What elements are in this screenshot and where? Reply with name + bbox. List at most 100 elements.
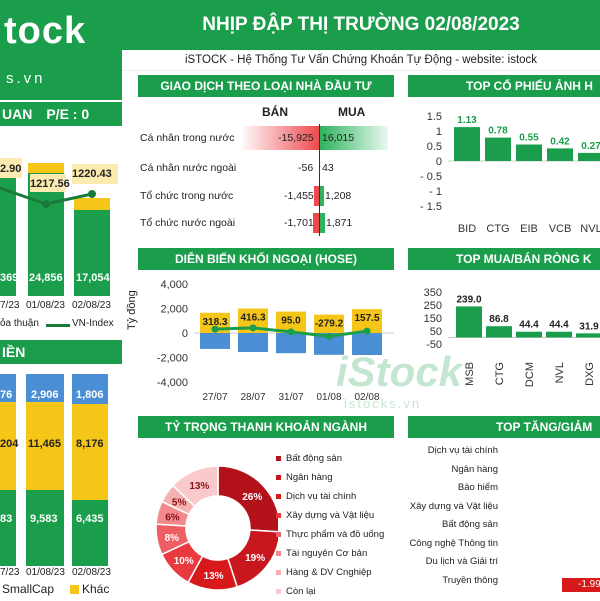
flow-buy-bar [276, 311, 306, 333]
pie-legend-item: Dịch vụ tài chính [276, 487, 396, 506]
investor-divider [319, 124, 320, 236]
pie-slice [217, 465, 278, 533]
vnindex-point-1 [42, 200, 50, 208]
sector-share-pie: 26%19%13%10%8%6%5%13% [155, 465, 278, 591]
left-panel-2-title: IỀN [2, 344, 26, 360]
top-net-title: TOP MUA/BÁN RÒNG K [456, 252, 592, 266]
investor-panel-header: GIAO DỊCH THEO LOẠI NHÀ ĐẦU TƯ [138, 75, 394, 97]
impact-bar [578, 152, 600, 161]
legend-smallcap: SmallCap [2, 582, 55, 596]
flow-category-label: 31/07 [278, 392, 303, 402]
investor-buy-value: 1,871 [326, 217, 353, 229]
net-value-label: 31.9 [579, 321, 599, 332]
net-value-label: 44.4 [519, 320, 539, 331]
stack-blue-2 [26, 374, 64, 402]
impact-ytick-label: - 1.5 [420, 201, 442, 213]
top-impact-header: TOP CỔ PHIẾU ẢNH H [408, 75, 600, 97]
impact-category-label: CTG [486, 223, 509, 235]
pie-legend-label: Hàng & DV Cnghiệp [286, 567, 372, 578]
impact-category-label: EIB [520, 223, 538, 235]
net-bar [486, 326, 512, 338]
pie-legend-label: Ngân hàng [286, 472, 333, 483]
top-net-header: TOP MUA/BÁN RÒNG K [408, 248, 600, 270]
investor-col-sell: BÁN [262, 105, 288, 119]
net-value-label: 86.8 [489, 314, 509, 325]
flow-category-label: 28/07 [240, 392, 265, 402]
pe-ratio: P/E : 0 [46, 106, 90, 122]
logo-subtext: s.vn [6, 70, 46, 87]
pie-legend-label: Xây dựng và Vật liệu [286, 510, 375, 521]
flow-net-point [249, 324, 257, 332]
bar-yellow-3 [74, 198, 110, 210]
row-top-1: 76 [0, 389, 13, 401]
pie-legend-item: Còn lại [276, 582, 396, 601]
sector-name: Du lịch và Giải trí [425, 556, 498, 567]
bar-yellow-2 [28, 163, 64, 173]
date2-3: 02/08/23 [72, 567, 111, 578]
subtitle: iSTOCK - Hệ Thống Tư Vấn Chứng Khoán Tự … [184, 54, 538, 66]
bar-value-1: 369 [0, 272, 19, 284]
label-bg-2 [30, 174, 66, 192]
flow-ytick-label: -2,000 [157, 353, 188, 365]
pie-legend-label: Thực phẩm và đồ uống [286, 529, 385, 540]
top-value-3: 1220.43 [72, 168, 112, 180]
sell-bar [313, 213, 319, 233]
stack-green-2 [26, 490, 64, 566]
impact-value-label: 0.78 [488, 126, 508, 137]
stack-green-1 [0, 490, 16, 566]
impact-ytick-label: 1.5 [427, 111, 442, 123]
pie-value-label: 19% [245, 553, 265, 564]
pie-legend-label: Còn lại [286, 586, 316, 597]
net-category-label: MSB [464, 362, 476, 386]
sector-share-title: TỶ TRỌNG THANH KHOẢN NGÀNH [165, 420, 367, 434]
logo: tock s.vn [0, 0, 122, 100]
impact-value-label: 0.42 [550, 136, 570, 147]
flow-buy-bar [314, 314, 344, 333]
foreign-flow-header: DIỄN BIẾN KHỐI NGOẠI (HOSE) [138, 248, 394, 270]
net-bar [516, 331, 542, 338]
investor-row-label: Cá nhân trong nước [140, 132, 235, 144]
top-impact-chart: 1.5 1 0.5 0 - 0.5 - 1 - 1.5 1.13 BID 0.78 CTG 0.55 E… [420, 111, 600, 235]
page-title: NHỊP ĐẬP THỊ TRƯỜNG 02/08/2023 [202, 14, 520, 35]
top-change-header: TOP TĂNG/GIẢM [408, 416, 600, 438]
left-panel-1-header: UAN P/E : 0 [0, 102, 122, 126]
pie-legend-item: Hàng & DV Cnghiệp [276, 563, 396, 582]
row-top-3: 1,806 [76, 389, 104, 401]
net-ytick-label: 150 [424, 313, 442, 325]
left-panel-2-chart [0, 374, 108, 566]
impact-bar [516, 144, 542, 161]
bar-green-2 [28, 173, 64, 296]
flow-sell-bar [314, 333, 344, 355]
flow-net-label: 416.3 [240, 313, 265, 324]
vnindex-point-2 [88, 190, 96, 198]
investor-buy-value: 43 [322, 162, 334, 174]
impact-bar [454, 127, 480, 161]
net-bar [456, 306, 482, 338]
pie-legend-swatch [276, 513, 281, 518]
sector-share-header: TỶ TRỌNG THANH KHOẢN NGÀNH [138, 416, 394, 438]
legend-thoa-thuan: ỏa thuận [0, 318, 39, 329]
bar-green-3 [74, 210, 110, 296]
left-panel-2-header: IỀN [0, 340, 122, 364]
investor-panel-title: GIAO DỊCH THEO LOẠI NHÀ ĐẦU TƯ [160, 79, 372, 93]
row-bot-3: 6,435 [76, 513, 104, 525]
top-impact-title: TOP CỔ PHIẾU ẢNH H [466, 79, 593, 93]
top-change-title: TOP TĂNG/GIẢM [496, 420, 593, 434]
investor-row-label: Tổ chức nước ngoài [140, 217, 236, 229]
flow-ytick-label: 2,000 [160, 304, 188, 316]
impact-value-label: 1.13 [457, 115, 477, 126]
flow-net-point [363, 327, 371, 335]
page-title-bar: NHỊP ĐẬP THỊ TRƯỜNG 02/08/2023 [122, 0, 600, 50]
flow-sell-bar [200, 333, 230, 349]
date2-1: 7/23 [0, 567, 20, 578]
buy-bar [320, 186, 324, 206]
impact-ytick-label: 1 [436, 126, 442, 138]
date-2: 01/08/23 [26, 300, 65, 311]
pie-legend-label: Bất động sản [286, 453, 342, 464]
pie-legend-swatch [276, 551, 281, 556]
date2-2: 01/08/23 [26, 567, 65, 578]
pie-legend-swatch [276, 494, 281, 499]
impact-ytick-label: 0.5 [427, 141, 442, 153]
flow-net-label: 318.3 [202, 317, 227, 328]
